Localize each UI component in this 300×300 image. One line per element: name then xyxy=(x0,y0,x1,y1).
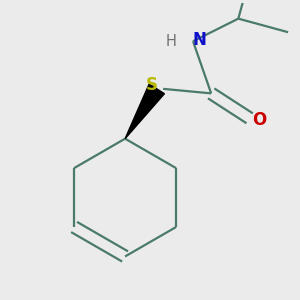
Polygon shape xyxy=(125,84,164,139)
Text: O: O xyxy=(253,111,267,129)
Text: N: N xyxy=(193,31,207,49)
Text: H: H xyxy=(166,34,177,49)
Text: S: S xyxy=(146,76,158,94)
